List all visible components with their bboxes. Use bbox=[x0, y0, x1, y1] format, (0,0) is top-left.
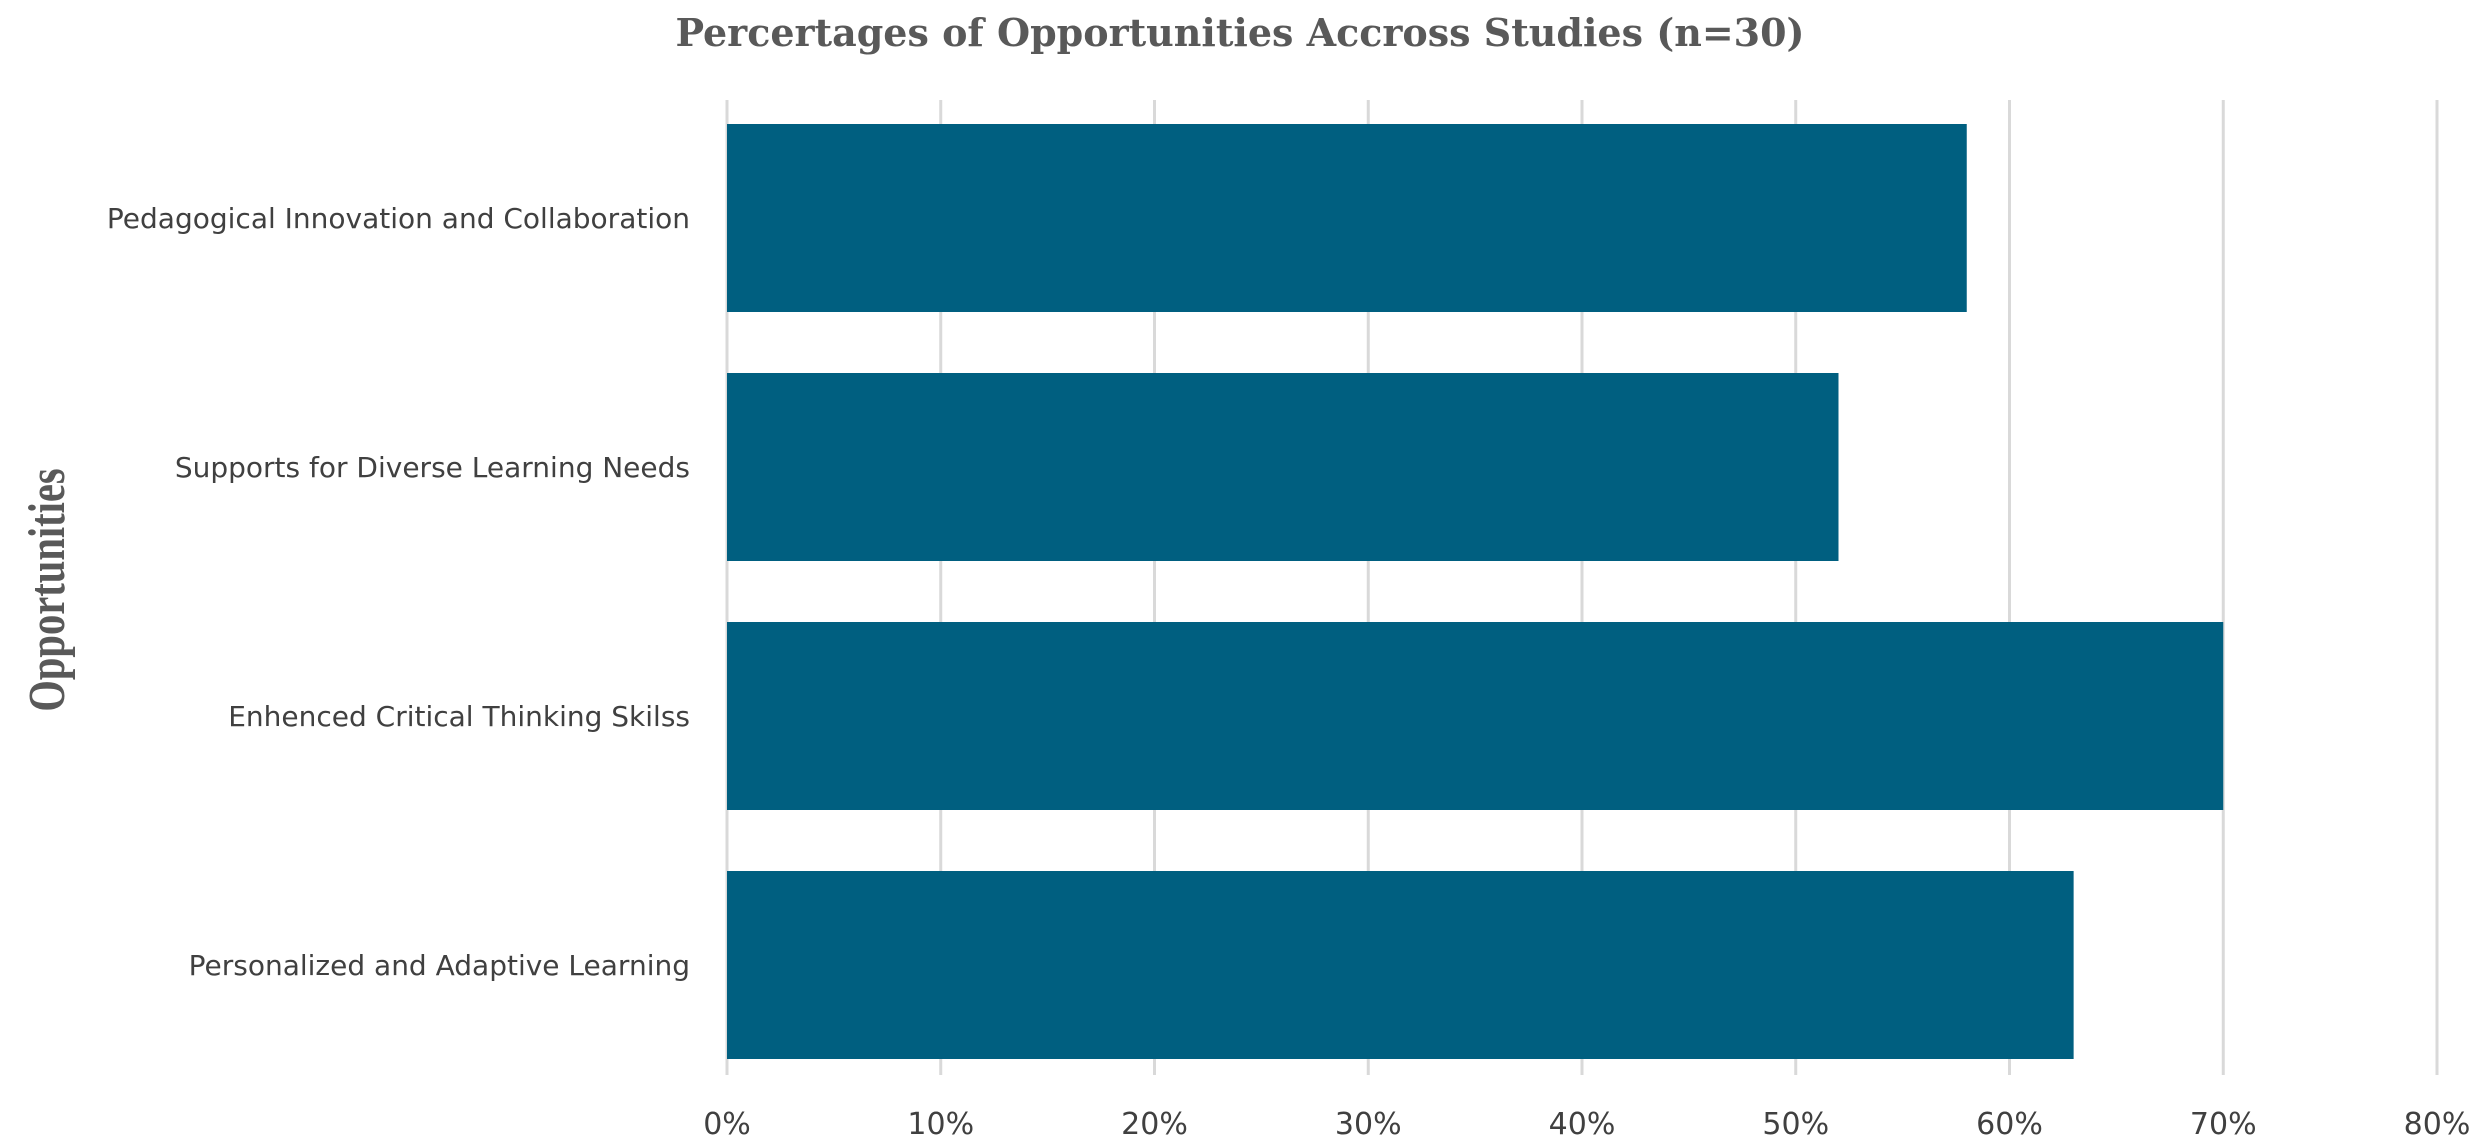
category-label: Personalized and Adaptive Learning bbox=[189, 949, 690, 982]
x-tick-label: 20% bbox=[1121, 1107, 1188, 1142]
y-axis-label: Opportunities bbox=[18, 468, 76, 711]
x-tick-label: 50% bbox=[1762, 1107, 1829, 1142]
x-tick-label: 0% bbox=[703, 1107, 751, 1142]
x-tick-label: 80% bbox=[2404, 1107, 2471, 1142]
x-tick-label: 70% bbox=[2190, 1107, 2257, 1142]
bar bbox=[727, 622, 2224, 810]
bar bbox=[727, 124, 1967, 312]
bars bbox=[727, 124, 2224, 1059]
category-label: Pedagogical Innovation and Collaboration bbox=[107, 202, 690, 235]
bar bbox=[727, 871, 2074, 1059]
category-label: Enhenced Critical Thinking Skilss bbox=[228, 700, 690, 733]
x-tick-label: 60% bbox=[1976, 1107, 2043, 1142]
x-tick-label: 10% bbox=[907, 1107, 974, 1142]
chart-title: Percertages of Opportunities Accross Stu… bbox=[675, 10, 1804, 55]
x-tick-labels: 0% 10% 20% 30% 40% 50% 60% 70% 80% bbox=[703, 1107, 2470, 1142]
category-labels: Pedagogical Innovation and Collaboration… bbox=[107, 202, 690, 982]
category-label: Supports for Diverse Learning Needs bbox=[175, 451, 690, 484]
x-tick-label: 40% bbox=[1549, 1107, 1616, 1142]
x-tick-label: 30% bbox=[1335, 1107, 1402, 1142]
bar bbox=[727, 373, 1839, 561]
